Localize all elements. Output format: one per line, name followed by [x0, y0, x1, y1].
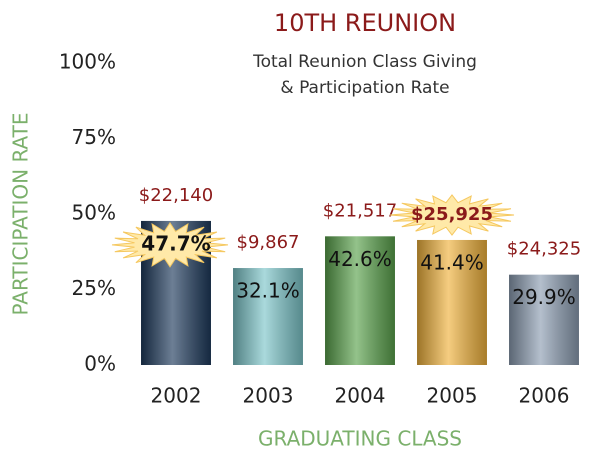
- giving-annotation: $24,325: [507, 239, 581, 260]
- x-tick-label: 2004: [335, 384, 386, 408]
- chart-title: 10TH REUNION: [274, 9, 456, 37]
- bar-shading: [417, 239, 487, 365]
- x-tick-label: 2006: [519, 384, 570, 408]
- x-tick-label: 2002: [151, 384, 202, 408]
- value-label: 47.7%: [141, 231, 210, 255]
- y-tick-label: 100%: [59, 50, 116, 74]
- bar-shading: [325, 236, 395, 365]
- giving-annotation: $21,517: [323, 200, 397, 221]
- x-tick-label: 2005: [427, 384, 478, 408]
- y-tick-label: 0%: [84, 352, 116, 376]
- giving-annotation: $9,867: [237, 232, 300, 253]
- chart-subtitle: & Participation Rate: [280, 78, 449, 98]
- y-axis-label: PARTICIPATION RATE: [9, 112, 33, 315]
- y-tick-label: 75%: [72, 125, 116, 149]
- value-label: 41.4%: [420, 250, 484, 274]
- giving-annotation: $25,925: [411, 204, 493, 225]
- value-label: 32.1%: [236, 279, 300, 303]
- x-axis-label: GRADUATING CLASS: [258, 427, 462, 451]
- highlight-burst: [111, 221, 229, 268]
- chart-subtitle: Total Reunion Class Giving: [252, 52, 477, 72]
- bar-shading: [233, 268, 303, 365]
- highlight-burst: [389, 194, 515, 236]
- x-tick-label: 2003: [243, 384, 294, 408]
- y-tick-label: 50%: [72, 201, 116, 225]
- giving-annotation: $22,140: [139, 185, 213, 206]
- value-label: 29.9%: [512, 285, 576, 309]
- y-tick-label: 25%: [72, 276, 116, 300]
- value-label: 42.6%: [328, 247, 392, 271]
- bar-shading: [509, 274, 579, 365]
